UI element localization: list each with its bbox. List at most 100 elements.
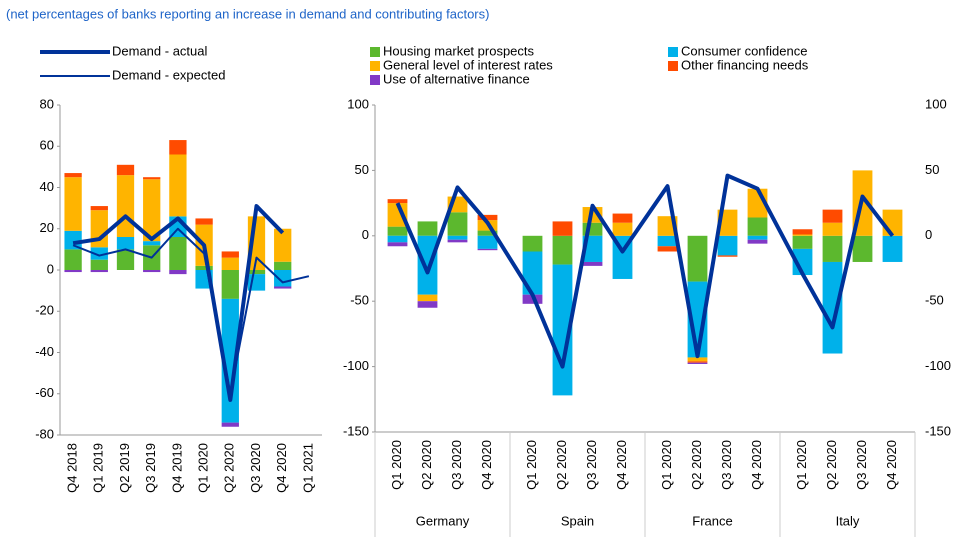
x-tick-label: Q1 2020 bbox=[794, 440, 809, 490]
bar-segment bbox=[417, 221, 438, 236]
bar-segment bbox=[387, 199, 408, 204]
y-tick-label: 80 bbox=[40, 96, 54, 111]
x-tick-label: Q2 2020 bbox=[689, 440, 704, 490]
x-tick-label: Q2 2020 bbox=[222, 443, 237, 493]
group-label: Spain bbox=[561, 513, 594, 528]
group-label: Germany bbox=[416, 513, 470, 528]
bar-segment bbox=[477, 235, 498, 249]
x-tick-label: Q3 2020 bbox=[449, 440, 464, 490]
bar-segment bbox=[143, 270, 161, 273]
bar-segment bbox=[387, 242, 408, 247]
bar-segment bbox=[169, 237, 187, 270]
x-tick-label: Q4 2020 bbox=[884, 440, 899, 490]
bar-segment bbox=[612, 222, 633, 236]
bar-segment bbox=[143, 241, 161, 246]
legend-swatch bbox=[370, 75, 380, 85]
x-tick-label: Q1 2020 bbox=[659, 440, 674, 490]
y-tick-label: 40 bbox=[40, 179, 54, 194]
bar-segment bbox=[882, 209, 903, 236]
bar-segment bbox=[90, 247, 108, 260]
bar-segment bbox=[195, 218, 213, 225]
bar-segment bbox=[717, 255, 738, 257]
legend-label: Demand - actual bbox=[112, 43, 207, 58]
bar-segment bbox=[717, 235, 738, 256]
bar-segment bbox=[822, 261, 843, 354]
bar-segment bbox=[169, 270, 187, 275]
group-label: Italy bbox=[836, 513, 860, 528]
bar-segment bbox=[822, 235, 843, 262]
bar-segment bbox=[116, 249, 135, 270]
bar-segment bbox=[90, 259, 108, 270]
x-tick-label: Q4 2019 bbox=[169, 443, 184, 493]
y2-tick-label: -150 bbox=[925, 423, 951, 438]
bar-segment bbox=[477, 248, 498, 251]
x-tick-label: Q2 2020 bbox=[824, 440, 839, 490]
bar-segment bbox=[612, 213, 633, 223]
y-tick-label: -50 bbox=[350, 293, 369, 308]
bar-segment bbox=[447, 212, 468, 236]
bar-segment bbox=[477, 230, 498, 236]
bar-segment bbox=[221, 270, 239, 299]
legend-label: Use of alternative finance bbox=[383, 71, 530, 86]
x-tick-label: Q4 2020 bbox=[749, 440, 764, 490]
x-tick-label: Q3 2020 bbox=[719, 440, 734, 490]
group-label: France bbox=[692, 513, 732, 528]
legend-label: General level of interest rates bbox=[383, 57, 553, 72]
bar-segment bbox=[447, 239, 468, 243]
x-tick-label: Q3 2020 bbox=[248, 443, 263, 493]
bar-segment bbox=[477, 214, 498, 221]
bar-segment bbox=[387, 226, 408, 236]
y-tick-label: 0 bbox=[47, 261, 54, 276]
x-tick-label: Q3 2020 bbox=[584, 440, 599, 490]
y-tick-label: -100 bbox=[343, 358, 369, 373]
y-tick-label: -60 bbox=[35, 385, 54, 400]
y-tick-label: 20 bbox=[40, 220, 54, 235]
bar-segment bbox=[657, 235, 678, 247]
bar-segment bbox=[792, 234, 813, 236]
legend-swatch bbox=[668, 47, 678, 57]
x-tick-label: Q1 2021 bbox=[300, 443, 315, 493]
bar-segment bbox=[552, 221, 573, 236]
bar-segment bbox=[221, 257, 239, 270]
bar-segment bbox=[195, 265, 213, 270]
bar-segment bbox=[657, 246, 678, 252]
bar-segment bbox=[687, 361, 708, 363]
bar-segment bbox=[747, 217, 768, 236]
bar-segment bbox=[387, 235, 408, 243]
bar-segment bbox=[552, 264, 573, 396]
x-tick-label: Q4 2020 bbox=[479, 440, 494, 490]
x-tick-label: Q2 2020 bbox=[554, 440, 569, 490]
bar-segment bbox=[116, 175, 135, 237]
x-tick-label: Q4 2018 bbox=[65, 443, 80, 493]
x-tick-label: Q2 2020 bbox=[419, 440, 434, 490]
x-tick-label: Q3 2020 bbox=[854, 440, 869, 490]
bar-segment bbox=[387, 203, 408, 227]
x-tick-label: Q4 2020 bbox=[614, 440, 629, 490]
bar-segment bbox=[116, 164, 135, 176]
y-tick-label: 50 bbox=[355, 162, 369, 177]
bar-segment bbox=[687, 357, 708, 362]
y2-tick-label: 0 bbox=[925, 227, 932, 242]
x-tick-label: Q1 2020 bbox=[389, 440, 404, 490]
y-tick-label: 0 bbox=[362, 227, 369, 242]
bar-segment bbox=[552, 235, 573, 265]
bar-segment bbox=[169, 154, 187, 217]
y-tick-label: -40 bbox=[35, 344, 54, 359]
bar-segment bbox=[116, 237, 135, 250]
legend-label: Other financing needs bbox=[681, 57, 809, 72]
legend-label: Housing market prospects bbox=[383, 43, 535, 58]
bar-segment bbox=[221, 422, 239, 427]
x-tick-label: Q1 2019 bbox=[91, 443, 106, 493]
bar-segment bbox=[64, 249, 82, 270]
bar-segment bbox=[447, 235, 468, 240]
y-tick-label: -150 bbox=[343, 423, 369, 438]
x-tick-label: Q2 2019 bbox=[117, 443, 132, 493]
legend-swatch bbox=[370, 61, 380, 71]
bar-segment bbox=[792, 235, 813, 249]
y-tick-label: -20 bbox=[35, 303, 54, 318]
bar-segment bbox=[417, 301, 438, 308]
y2-tick-label: 50 bbox=[925, 162, 939, 177]
bar-segment bbox=[747, 239, 768, 244]
legend-swatch bbox=[370, 47, 380, 57]
